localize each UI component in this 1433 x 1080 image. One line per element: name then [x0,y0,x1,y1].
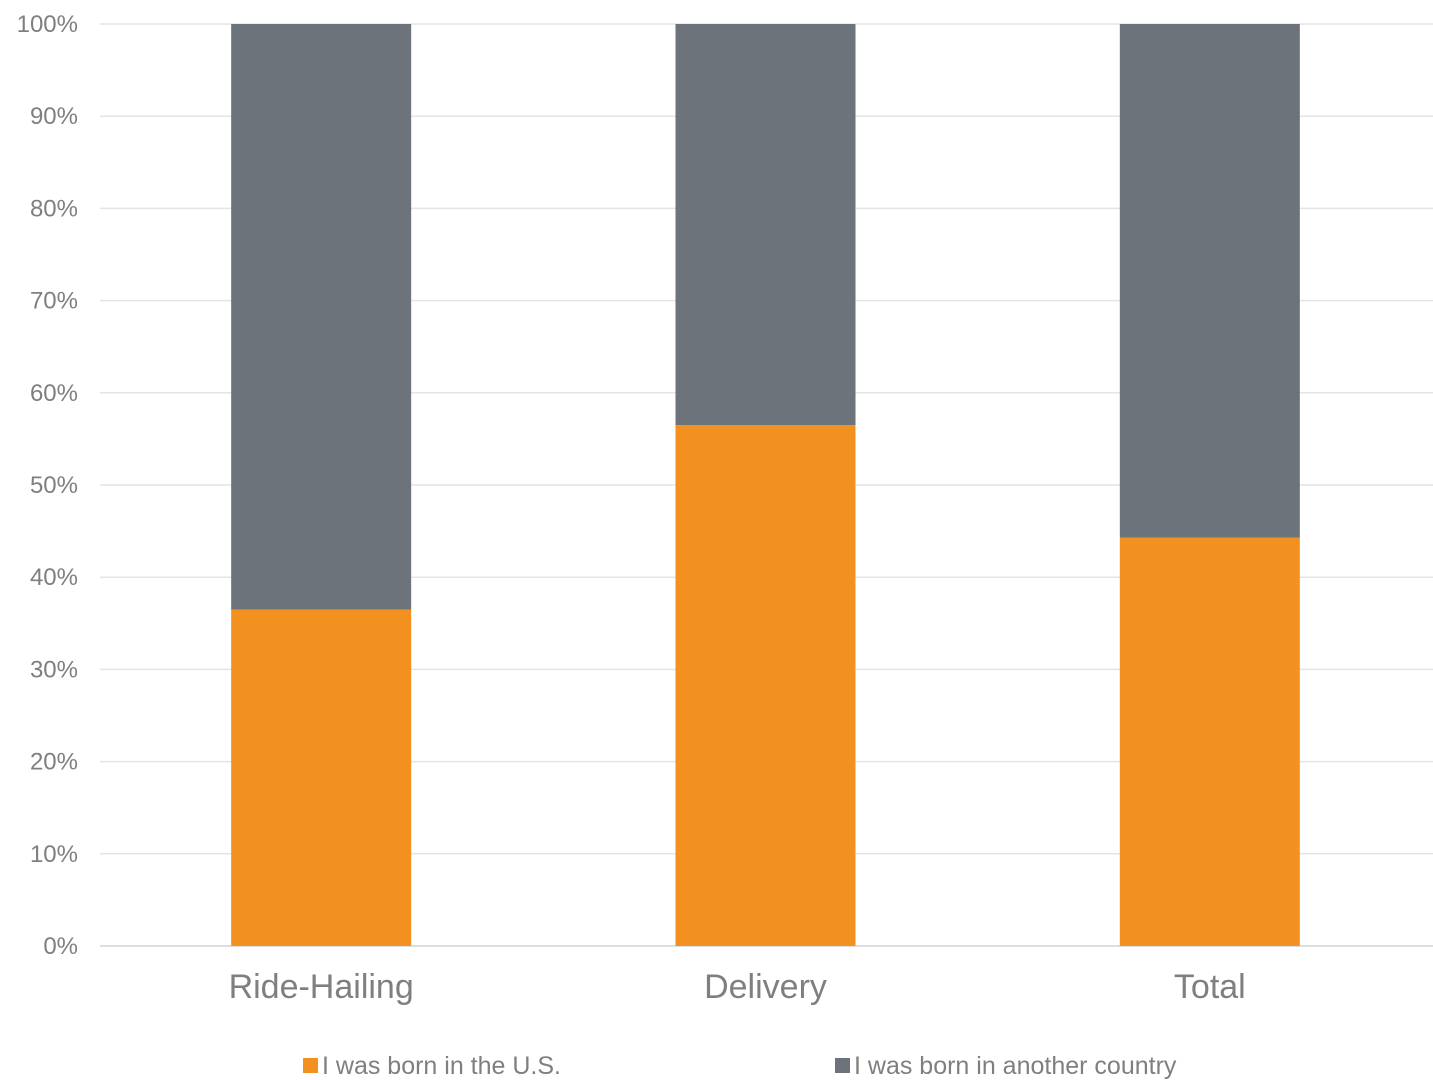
bar-segment-delivery-series-2 [675,24,856,426]
legend-swatch [303,1058,318,1073]
legend-label: I was born in the U.S. [322,1052,561,1080]
y-tick-label: 70% [30,288,78,315]
y-tick-label: 30% [30,656,78,683]
x-tick-label: Total [1174,968,1246,1006]
y-tick-label: 60% [30,380,78,407]
y-tick-label: 90% [30,103,78,130]
legend: I was born in the U.S. I was born in anot… [303,1052,1177,1080]
legend-label: I was born in another country [854,1052,1177,1080]
y-tick-label: 20% [30,749,78,776]
legend-swatch [835,1058,850,1073]
bar-segment-total-series-1 [1119,537,1300,946]
bar-segment-ride-hailing-series-2 [231,24,412,610]
x-axis-tick-labels: Ride-Hailing Delivery Total [229,968,1246,1006]
y-axis-tick-labels: 0% 10% 20% 30% 40% 50% 60% 70% 80% 90% 100% [17,11,78,960]
bar-segment-total-series-2 [1119,24,1300,538]
bar-segment-delivery-series-1 [675,425,856,946]
y-tick-label: 100% [17,11,78,38]
bar-segment-ride-hailing-series-1 [231,609,412,946]
y-tick-label: 10% [30,841,78,868]
y-tick-label: 50% [30,472,78,499]
bars [231,24,1300,946]
y-tick-label: 0% [43,933,78,960]
y-tick-label: 80% [30,195,78,222]
x-tick-label: Delivery [704,968,827,1006]
y-tick-label: 40% [30,564,78,591]
x-tick-label: Ride-Hailing [229,968,414,1006]
